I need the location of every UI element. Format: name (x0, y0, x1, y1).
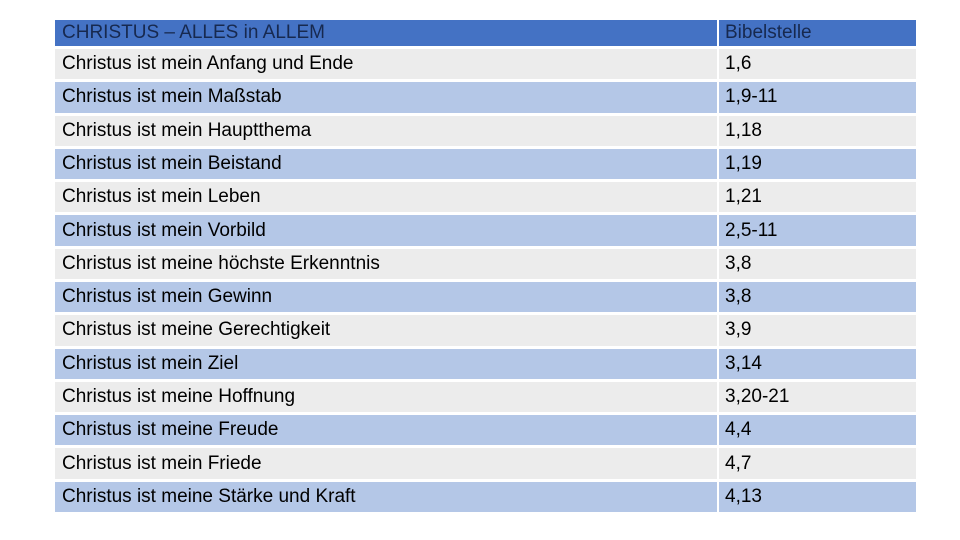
table-row-ref: 3,14 (719, 348, 916, 379)
table-row-ref: 4,7 (719, 448, 916, 479)
table-row-label: Christus ist mein Ziel (62, 352, 239, 374)
table-row: Christus ist mein Friede (55, 448, 717, 479)
table-row: Christus ist mein Gewinn (55, 282, 717, 313)
table-row-ref-value: 3,8 (725, 252, 752, 274)
table-row: Christus ist meine Hoffnung (55, 381, 717, 413)
table-row-label: Christus ist meine Hoffnung (62, 385, 296, 407)
table-row-ref-value: 1,21 (725, 186, 762, 208)
table-row: Christus ist meine Freude (55, 415, 717, 446)
table-row-label: Christus ist mein Maßstab (62, 86, 282, 108)
table-row-ref: 4,4 (719, 415, 916, 446)
table-row-label: Christus ist mein Friede (62, 452, 262, 474)
table-row: Christus ist meine höchste Erkenntnis (55, 248, 717, 279)
table-row-ref-value: 3,8 (725, 286, 752, 308)
table-row-label: Christus ist mein Hauptthema (62, 119, 312, 141)
table-row-ref: 3,9 (719, 315, 916, 346)
table-row-ref-value: 1,19 (725, 152, 762, 174)
christus-table: CHRISTUS – ALLES in ALLEM Christus ist m… (55, 20, 717, 512)
table-row-ref-value: 3,9 (725, 319, 752, 341)
table-row-ref: 4,13 (719, 481, 916, 512)
table-row-ref-value: 4,7 (725, 452, 752, 474)
table-row-ref-value: 3,14 (725, 352, 762, 374)
table-row-ref: 1,9-11 (719, 82, 916, 113)
table-row-label: Christus ist mein Leben (62, 186, 261, 208)
table-row-ref-value: 4,13 (725, 485, 762, 507)
table-row-ref-value: 2,5-11 (725, 219, 778, 241)
christus-table-title: CHRISTUS – ALLES in ALLEM (62, 22, 325, 43)
table-row: Christus ist mein Hauptthema (55, 115, 717, 146)
table-row-label: Christus ist meine Gerechtigkeit (62, 319, 331, 341)
table-row: Christus ist mein Beistand (55, 148, 717, 180)
table-row: Christus ist meine Gerechtigkeit (55, 315, 717, 346)
table-row: Christus ist mein Ziel (55, 348, 717, 379)
bibelstelle-table-header-row: Bibelstelle (719, 20, 916, 46)
table-row-ref-value: 4,4 (725, 419, 752, 441)
table-row-ref: 3,8 (719, 248, 916, 279)
table-row-label: Christus ist mein Vorbild (62, 219, 266, 241)
table-row-ref-value: 1,18 (725, 119, 762, 141)
table-row-ref: 3,8 (719, 282, 916, 313)
christus-table-header-row: CHRISTUS – ALLES in ALLEM (55, 20, 717, 46)
table-row-label: Christus ist meine Freude (62, 419, 279, 441)
table-row-ref: 1,19 (719, 148, 916, 180)
table-row-label: Christus ist meine Stärke und Kraft (62, 485, 356, 507)
table-row-label: Christus ist mein Anfang und Ende (62, 53, 354, 75)
table-row-ref: 1,21 (719, 182, 916, 213)
bibelstelle-header-label: Bibelstelle (725, 22, 812, 43)
table-row-ref: 2,5-11 (719, 215, 916, 246)
table-row: Christus ist mein Vorbild (55, 215, 717, 246)
table-row: Christus ist mein Anfang und Ende (55, 49, 717, 80)
table-row: Christus ist meine Stärke und Kraft (55, 481, 717, 512)
table-row-ref-value: 1,9-11 (725, 86, 778, 108)
table-row-ref-value: 3,20-21 (725, 385, 790, 407)
table-row: Christus ist mein Maßstab (55, 82, 717, 113)
bibelstelle-table: Bibelstelle 1,6 1,9-11 1,18 1,19 1,21 2,5-11 3… (719, 20, 916, 512)
table-row-ref: 1,6 (719, 49, 916, 80)
table-row-label: Christus ist mein Gewinn (62, 286, 273, 308)
table-row-ref-value: 1,6 (725, 53, 752, 75)
table-row-ref: 3,20-21 (719, 381, 916, 413)
table-row: Christus ist mein Leben (55, 182, 717, 213)
table-row-label: Christus ist mein Beistand (62, 152, 282, 174)
table-row-ref: 1,18 (719, 115, 916, 146)
table-row-label: Christus ist meine höchste Erkenntnis (62, 252, 380, 274)
